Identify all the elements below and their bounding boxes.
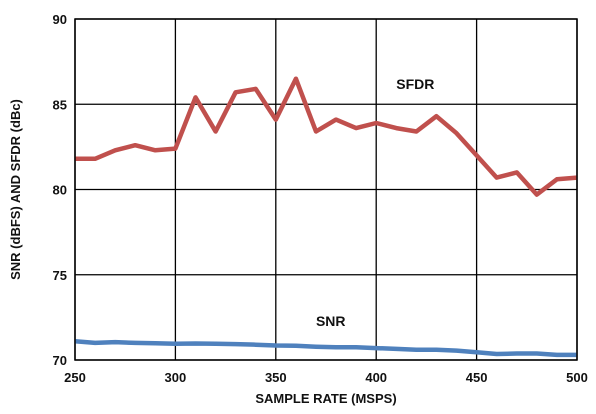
- x-tick-label: 250: [64, 370, 86, 385]
- x-tick-label: 400: [365, 370, 387, 385]
- series-layer: [74, 76, 578, 358]
- series-sfdr: [75, 76, 578, 197]
- annotation-label: SNR: [316, 313, 346, 329]
- annotation-label: SFDR: [396, 76, 434, 92]
- annotations: SFDR SNR: [316, 76, 434, 329]
- x-tick-label: 350: [265, 370, 287, 385]
- plot-frame: [74, 18, 578, 361]
- x-tick-label: 450: [466, 370, 488, 385]
- x-tick-label: 300: [165, 370, 187, 385]
- y-tick-label: 90: [53, 12, 67, 27]
- y-axis-label: SNR (dBFS) AND SFDR (dBc): [8, 99, 23, 280]
- series-line-sfdr: [75, 76, 578, 197]
- series-snr: [74, 338, 577, 358]
- y-tick-label: 80: [53, 183, 67, 198]
- grid: [74, 18, 578, 361]
- y-tick-label: 75: [53, 268, 67, 283]
- x-tick-label: 500: [566, 370, 588, 385]
- y-tick-label: 70: [53, 353, 67, 368]
- y-tick-label: 85: [53, 97, 67, 112]
- tick-labels: 250 300 350 400 450 500 70 75 80 85 90: [53, 12, 588, 385]
- series-line-snr: [74, 338, 577, 358]
- x-axis-label: SAMPLE RATE (MSPS): [255, 391, 396, 406]
